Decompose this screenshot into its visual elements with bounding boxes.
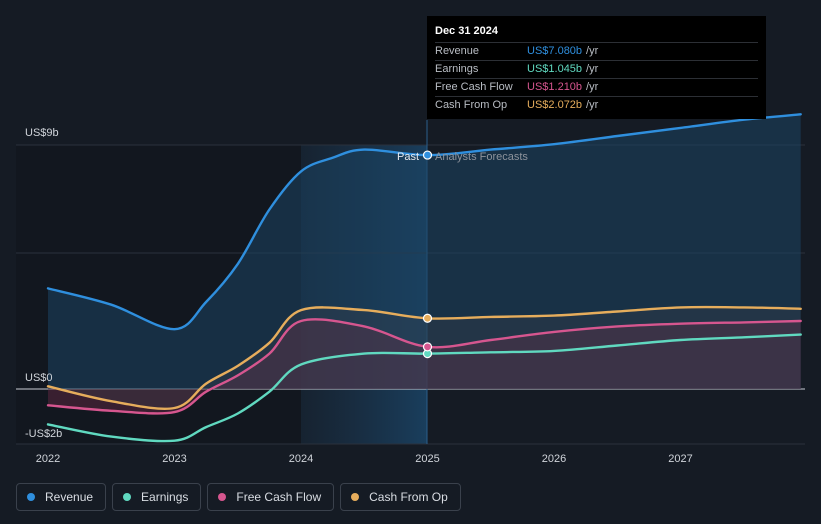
tooltip-label: Free Cash Flow — [435, 81, 513, 93]
tooltip-value: US$1.210b — [527, 81, 583, 93]
tooltip-label: Earnings — [435, 63, 479, 75]
marker-free-cash-flow — [422, 342, 433, 352]
area-free-cash-flow — [48, 319, 801, 414]
legend-item-revenue[interactable]: Revenue — [16, 483, 107, 511]
tooltip: Dec 31 2024 Revenue US$7.080b /yr Earnin… — [427, 16, 766, 119]
series-line-cash-from-op — [46, 305, 802, 410]
x-tick-label: 2022 — [36, 453, 60, 465]
tooltip-value: US$1.045b — [527, 63, 583, 75]
legend-label: Cash From Op — [369, 490, 448, 504]
x-tick-label: 2026 — [542, 453, 566, 465]
legend-item-earnings[interactable]: Earnings — [112, 483, 202, 511]
past-label: Past — [397, 151, 419, 163]
area-cash-from-op — [48, 307, 801, 409]
tooltip-label: Revenue — [435, 45, 480, 57]
tooltip-unit: /yr — [586, 45, 599, 57]
tooltip-value: US$2.072b — [527, 99, 583, 111]
tooltip-label: Cash From Op — [435, 99, 508, 111]
y-label-top: US$9b — [25, 127, 59, 139]
tooltip-row-cash-from-op: Cash From Op US$2.072b /yr — [435, 96, 758, 114]
legend-dot-icon — [27, 493, 35, 501]
forecast-label: Analysts Forecasts — [435, 151, 528, 163]
y-label-bottom: -US$2b — [25, 428, 62, 440]
tooltip-unit: /yr — [586, 99, 599, 111]
y-label-zero: US$0 — [25, 372, 53, 384]
x-tick-label: 2024 — [289, 453, 313, 465]
series-line-earnings — [46, 333, 802, 443]
legend-label: Free Cash Flow — [236, 490, 322, 504]
tooltip-value: US$7.080b — [527, 45, 583, 57]
marker-cash-from-op — [422, 313, 433, 323]
x-tick-label: 2023 — [162, 453, 186, 465]
tooltip-row-free-cash-flow: Free Cash Flow US$1.210b /yr — [435, 78, 758, 96]
legend-dot-icon — [218, 493, 227, 501]
series-line-free-cash-flow — [46, 318, 802, 415]
tooltip-date: Dec 31 2024 — [435, 25, 498, 37]
tooltip-row-earnings: Earnings US$1.045b /yr — [435, 60, 758, 78]
x-tick-label: 2027 — [668, 453, 692, 465]
legend-item-cash-from-op[interactable]: Cash From Op — [340, 483, 461, 511]
legend-dot-icon — [351, 493, 360, 501]
tooltip-unit: /yr — [586, 63, 599, 75]
legend-label: Earnings — [141, 490, 189, 504]
series-line-revenue — [46, 113, 802, 331]
tooltip-unit: /yr — [586, 81, 599, 93]
area-revenue — [48, 114, 801, 390]
tooltip-row-revenue: Revenue US$7.080b /yr — [435, 42, 758, 60]
legend-dot-icon — [123, 493, 132, 501]
legend-label: Revenue — [45, 490, 94, 504]
x-tick-label: 2025 — [415, 453, 439, 465]
legend: Revenue Earnings Free Cash Flow Cash Fro… — [16, 483, 461, 511]
legend-item-free-cash-flow[interactable]: Free Cash Flow — [207, 483, 335, 511]
marker-revenue — [422, 150, 433, 160]
